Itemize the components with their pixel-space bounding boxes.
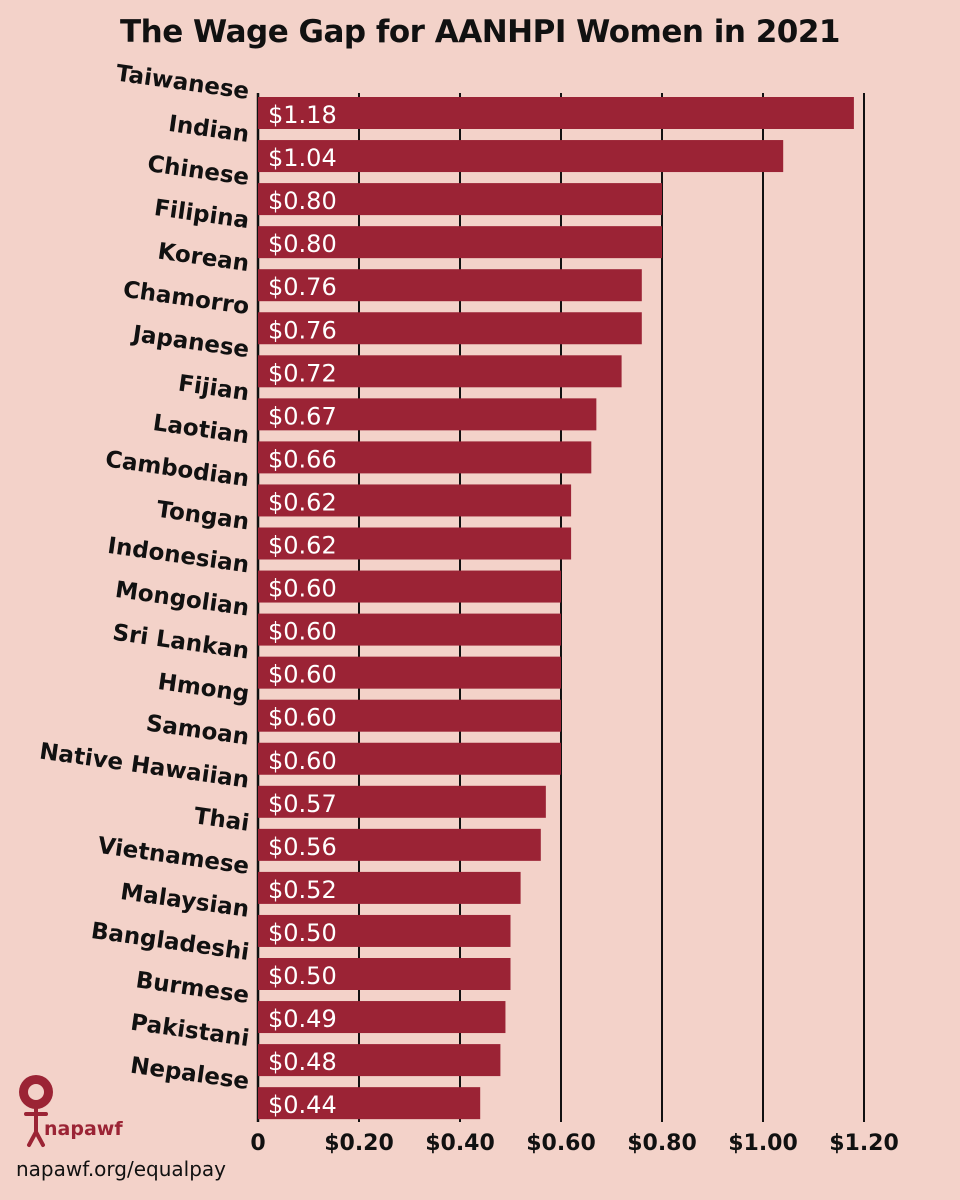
data-label: $0.67 bbox=[268, 402, 337, 430]
bar bbox=[258, 785, 546, 818]
bar bbox=[258, 527, 572, 560]
category-label: Malaysian bbox=[119, 879, 251, 923]
bar bbox=[258, 183, 662, 216]
category-label: Nepalese bbox=[129, 1053, 251, 1095]
data-label: $0.49 bbox=[268, 1005, 337, 1033]
category-label: Japanese bbox=[129, 321, 251, 363]
data-label: $0.62 bbox=[268, 532, 337, 560]
category-label: Cambodian bbox=[104, 446, 251, 492]
data-label: $0.76 bbox=[268, 316, 337, 344]
bar bbox=[258, 398, 597, 431]
bar bbox=[258, 226, 662, 259]
data-label: $0.60 bbox=[268, 618, 337, 646]
category-label: Laotian bbox=[151, 410, 250, 449]
data-label: $1.04 bbox=[268, 144, 337, 172]
bar bbox=[258, 742, 561, 775]
tick-label: $0.80 bbox=[627, 1131, 697, 1156]
bar bbox=[258, 312, 642, 345]
data-label: $0.44 bbox=[268, 1091, 337, 1119]
bar bbox=[258, 613, 561, 646]
category-label: Taiwanese bbox=[114, 61, 250, 105]
data-label: $0.60 bbox=[268, 661, 337, 689]
data-label: $0.50 bbox=[268, 919, 337, 947]
data-label: $0.57 bbox=[268, 790, 337, 818]
tick-label: $0.20 bbox=[324, 1131, 394, 1156]
category-label: Thai bbox=[192, 803, 251, 836]
bar bbox=[258, 355, 622, 388]
data-label: $0.66 bbox=[268, 445, 337, 473]
data-label: $0.60 bbox=[268, 575, 337, 603]
data-label: $0.52 bbox=[268, 876, 337, 904]
bar bbox=[258, 871, 521, 904]
bar bbox=[258, 656, 561, 689]
footer-url[interactable]: napawf.org/equalpay bbox=[16, 1157, 226, 1181]
bar bbox=[258, 570, 561, 603]
bar bbox=[258, 1001, 506, 1034]
data-label: $0.60 bbox=[268, 747, 337, 775]
bar bbox=[258, 914, 511, 947]
napawf-logo-icon bbox=[19, 1075, 53, 1147]
data-label: $0.56 bbox=[268, 833, 337, 861]
bars: $1.18 Taiwanese $1.04 Indian $0.80 Chinese $0.… bbox=[38, 61, 854, 1120]
bar bbox=[258, 97, 854, 129]
category-label: Sri Lankan bbox=[111, 620, 251, 665]
category-label: Hmong bbox=[156, 669, 251, 708]
tick-label: $1.20 bbox=[829, 1131, 899, 1156]
category-label: Samoan bbox=[144, 711, 250, 751]
data-label: $1.18 bbox=[268, 101, 337, 129]
category-label: Fijian bbox=[177, 371, 251, 407]
category-label: Indonesian bbox=[106, 533, 251, 579]
data-label: $0.62 bbox=[268, 488, 337, 516]
category-label: Bangladeshi bbox=[89, 918, 250, 966]
data-label: $0.80 bbox=[268, 187, 337, 215]
category-label: Tongan bbox=[155, 497, 251, 536]
data-label: $0.80 bbox=[268, 230, 337, 258]
bar bbox=[258, 441, 592, 474]
logo-text: napawf bbox=[44, 1118, 123, 1140]
data-label: $0.72 bbox=[268, 359, 337, 387]
category-label: Vietnamese bbox=[96, 833, 251, 880]
bar bbox=[258, 828, 541, 861]
tick-label: $1.00 bbox=[728, 1131, 798, 1156]
category-label: Filipina bbox=[152, 195, 250, 234]
category-label: Pakistani bbox=[129, 1010, 251, 1052]
x-axis-ticks: 0 $0.20 $0.40 $0.60 $0.80 $1.00 $1.20 bbox=[250, 1131, 898, 1156]
category-label: Mongolian bbox=[113, 577, 250, 622]
data-label: $0.48 bbox=[268, 1048, 337, 1076]
bar bbox=[258, 1087, 481, 1120]
bar bbox=[258, 699, 561, 732]
bar bbox=[258, 958, 511, 990]
gridlines bbox=[256, 93, 865, 1122]
bar bbox=[258, 269, 642, 302]
category-label: Native Hawaiian bbox=[38, 739, 251, 794]
tick-label: 0 bbox=[250, 1131, 265, 1156]
category-label: Indian bbox=[167, 111, 251, 148]
category-label: Chinese bbox=[146, 151, 251, 191]
tick-label: $0.60 bbox=[526, 1131, 596, 1156]
tick-label: $0.40 bbox=[425, 1131, 495, 1156]
category-label: Chamorro bbox=[121, 277, 250, 320]
chart-title: The Wage Gap for AANHPI Women in 2021 bbox=[119, 14, 841, 50]
data-label: $0.76 bbox=[268, 273, 337, 301]
data-label: $0.60 bbox=[268, 704, 337, 732]
category-label: Korean bbox=[156, 239, 251, 278]
bar bbox=[258, 140, 784, 173]
bar bbox=[258, 484, 572, 517]
data-label: $0.50 bbox=[268, 962, 337, 990]
category-label: Burmese bbox=[134, 967, 251, 1009]
bar bbox=[258, 1044, 501, 1077]
